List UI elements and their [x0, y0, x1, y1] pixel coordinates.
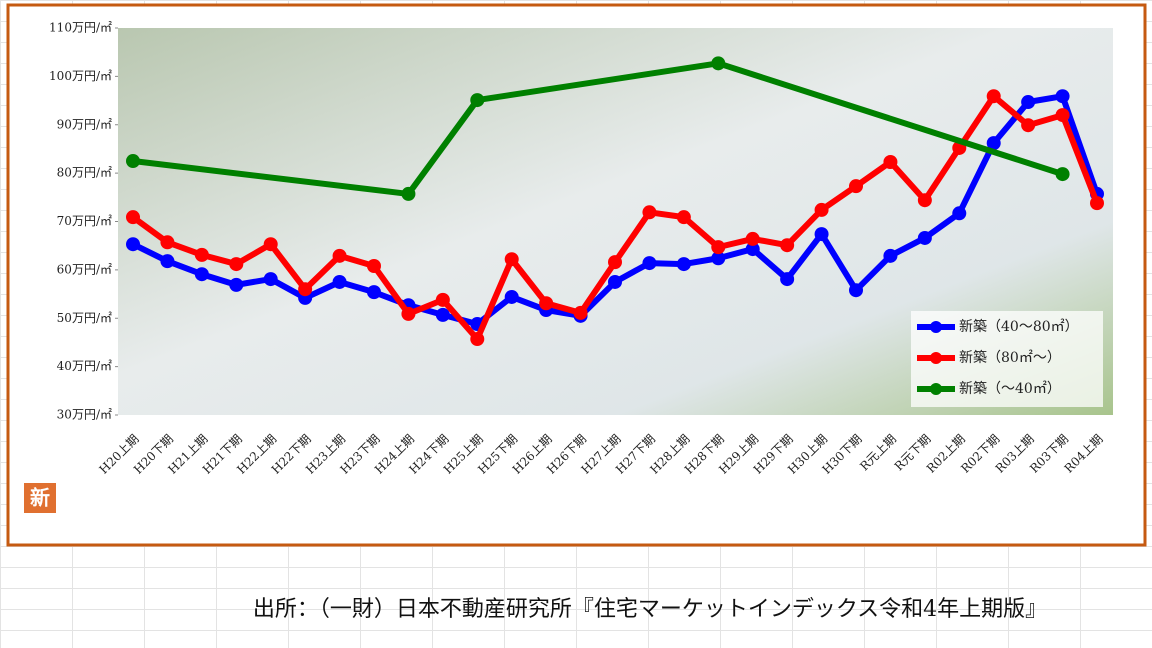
series-point: [263, 272, 278, 287]
series-point: [401, 186, 416, 201]
series-point: [573, 305, 588, 320]
series-point: [470, 332, 485, 347]
series-point: [642, 205, 657, 220]
series-point: [608, 274, 622, 289]
series-point: [504, 252, 519, 267]
series-point: [745, 231, 760, 246]
legend-marker: [930, 352, 942, 364]
series-point: [229, 277, 244, 292]
legend-marker: [930, 321, 942, 333]
series-point: [849, 179, 863, 194]
series-point: [126, 237, 140, 252]
series-point: [1021, 95, 1036, 110]
series-point: [401, 306, 416, 321]
series-point: [435, 307, 450, 322]
series-point: [332, 274, 347, 289]
legend-marker: [930, 383, 942, 395]
series-point: [1090, 196, 1104, 211]
series-point: [780, 272, 795, 287]
series-point: [917, 193, 932, 208]
series-point: [952, 206, 967, 221]
series-point: [608, 255, 622, 270]
series-point: [298, 282, 313, 297]
legend-label: 新築（～40㎡）: [959, 381, 1061, 397]
series-point: [814, 227, 829, 242]
series-point: [1021, 118, 1036, 133]
series-point: [883, 248, 898, 263]
series-point: [676, 257, 691, 272]
y-tick-label: 30万円/㎡: [57, 408, 112, 422]
series-point: [780, 238, 795, 253]
y-tick-label: 100万円/㎡: [49, 69, 112, 83]
series-point: [883, 154, 898, 169]
series-point: [711, 251, 726, 266]
series-point: [814, 202, 829, 217]
series-point: [194, 267, 209, 282]
series-point: [711, 240, 726, 255]
series-point: [745, 242, 760, 257]
y-tick-label: 70万円/㎡: [57, 214, 112, 228]
series-point: [1055, 89, 1070, 104]
series-point: [126, 154, 140, 169]
series-point: [126, 210, 140, 225]
badge-box: [24, 483, 56, 513]
series-point: [194, 247, 209, 262]
series-point: [711, 56, 726, 71]
series-point: [263, 237, 278, 252]
series-point: [642, 256, 657, 271]
badge: 新: [30, 486, 50, 510]
series-point: [1055, 108, 1070, 123]
series-point: [986, 89, 1001, 104]
y-tick-label: 80万円/㎡: [57, 166, 112, 180]
y-tick-label: 60万円/㎡: [57, 262, 112, 276]
series-point: [367, 259, 381, 274]
series-point: [160, 235, 175, 250]
y-tick-label: 40万円/㎡: [57, 359, 112, 373]
y-tick-label: 50万円/㎡: [57, 311, 112, 325]
series-point: [1055, 167, 1070, 182]
legend-label: 新築（80㎡～）: [959, 350, 1061, 366]
series-point: [917, 230, 932, 245]
y-tick-label: 110万円/㎡: [49, 21, 112, 35]
series-point: [229, 257, 244, 272]
series-point: [676, 210, 691, 225]
series-point: [160, 254, 175, 269]
series-point: [504, 289, 519, 304]
series-point: [367, 285, 381, 300]
y-tick-label: 90万円/㎡: [57, 117, 112, 131]
series-point: [849, 283, 863, 298]
series-point: [470, 93, 485, 108]
series-point: [435, 292, 450, 307]
series-point: [986, 136, 1001, 151]
series-point: [539, 296, 554, 311]
series-point: [332, 248, 347, 263]
legend-label: 新築（40～80㎡）: [959, 319, 1079, 335]
source: 出所：（一財）日本不動産研究所『住宅マーケットインデックス令和4年上期版』: [253, 597, 1047, 622]
